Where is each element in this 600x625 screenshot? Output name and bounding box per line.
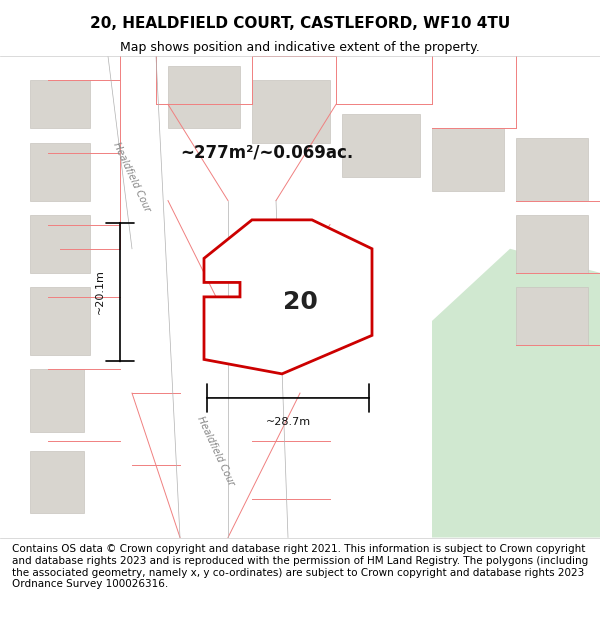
Polygon shape — [30, 288, 90, 354]
Text: ~277m²/~0.069ac.: ~277m²/~0.069ac. — [180, 144, 353, 161]
Polygon shape — [516, 215, 588, 272]
Polygon shape — [30, 143, 90, 201]
Polygon shape — [30, 80, 90, 129]
Text: Contains OS data © Crown copyright and database right 2021. This information is : Contains OS data © Crown copyright and d… — [12, 544, 588, 589]
Polygon shape — [432, 249, 600, 538]
Polygon shape — [30, 369, 84, 432]
Polygon shape — [204, 220, 372, 374]
Text: Healdfield Cour: Healdfield Cour — [196, 414, 236, 488]
Polygon shape — [30, 451, 84, 514]
Polygon shape — [228, 201, 300, 538]
Text: 20: 20 — [283, 290, 317, 314]
Polygon shape — [516, 288, 588, 345]
Text: Map shows position and indicative extent of the property.: Map shows position and indicative extent… — [120, 41, 480, 54]
Polygon shape — [168, 66, 240, 129]
Text: ~20.1m: ~20.1m — [95, 269, 105, 314]
Polygon shape — [252, 80, 330, 143]
Text: Healdfield Cour: Healdfield Cour — [112, 140, 152, 213]
Polygon shape — [30, 215, 90, 272]
Polygon shape — [432, 129, 504, 191]
Polygon shape — [108, 56, 240, 538]
Text: ~28.7m: ~28.7m — [265, 418, 311, 428]
Text: 20, HEALDFIELD COURT, CASTLEFORD, WF10 4TU: 20, HEALDFIELD COURT, CASTLEFORD, WF10 4… — [90, 16, 510, 31]
Polygon shape — [516, 138, 588, 201]
Polygon shape — [342, 114, 420, 176]
